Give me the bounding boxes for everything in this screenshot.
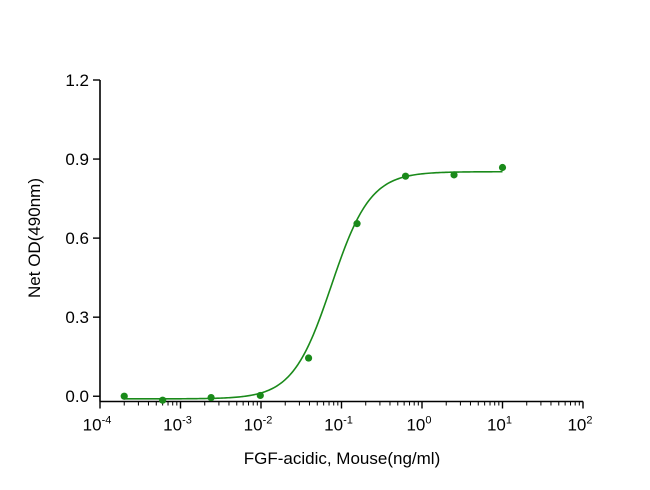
x-tick-label: 100 (406, 415, 431, 435)
data-point (120, 392, 128, 400)
data-point (450, 171, 458, 179)
y-axis: 0.0 0.3 0.6 0.9 1.2 (65, 71, 101, 406)
data-point (159, 396, 167, 404)
data-points (120, 163, 507, 404)
fit-curve (124, 170, 503, 400)
y-axis-title: Net OD(490nm) (25, 178, 44, 298)
data-point (304, 354, 313, 362)
data-point (401, 172, 410, 180)
x-tick-label: 101 (487, 415, 512, 435)
x-tick-label: 10-4 (83, 415, 112, 435)
x-tick-label: 10-3 (163, 415, 192, 435)
y-tick-label: 0.6 (65, 229, 89, 248)
data-point (353, 220, 361, 228)
y-tick-label: 0.3 (65, 308, 89, 327)
x-tick-label: 10-2 (244, 415, 273, 435)
data-point (256, 391, 264, 400)
x-axis: 10-4 10-3 10-2 10-1 100 101 102 (83, 400, 593, 435)
data-point (207, 393, 215, 402)
y-tick-label: 0.9 (65, 150, 89, 169)
x-tick-label: 10-1 (324, 415, 353, 435)
data-point (498, 163, 507, 172)
y-tick-label: 1.2 (65, 71, 89, 90)
x-axis-title: FGF-acidic, Mouse(ng/ml) (244, 449, 440, 468)
x-tick-label: 102 (567, 415, 592, 435)
y-tick-label: 0.0 (65, 387, 89, 406)
